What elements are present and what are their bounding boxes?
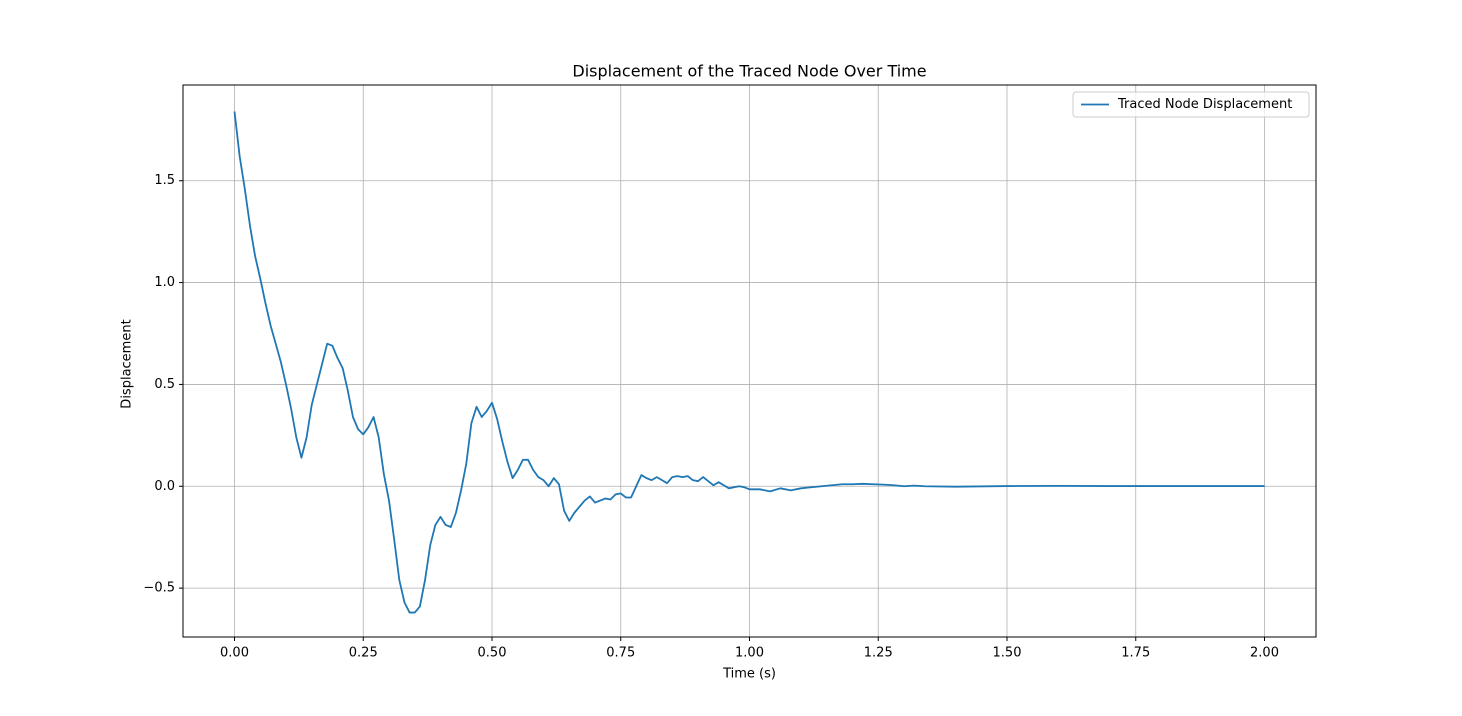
- legend: Traced Node Displacement: [1072, 91, 1310, 118]
- x-tick-label: 1.00: [735, 646, 764, 661]
- x-tick-label: 0.00: [220, 646, 249, 661]
- y-tick-label: 0.5: [154, 377, 175, 392]
- y-axis-label: Displacement: [120, 319, 135, 408]
- chart-title: Displacement of the Traced Node Over Tim…: [572, 62, 926, 81]
- x-tick-label: 0.75: [606, 646, 635, 661]
- data-line: [233, 111, 1265, 614]
- x-tick-label: 1.75: [1121, 646, 1150, 661]
- axes-frame: [182, 84, 1317, 638]
- x-axis-label: Time (s): [722, 667, 776, 682]
- legend-box: [1072, 91, 1310, 118]
- x-tick-label: 1.50: [993, 646, 1022, 661]
- y-tick-label: 0.0: [154, 479, 175, 494]
- x-tick-label: 1.25: [864, 646, 893, 661]
- y-tick-label: −0.5: [143, 581, 175, 596]
- x-tick-label: 2.00: [1250, 646, 1279, 661]
- x-tick-label: 0.50: [478, 646, 507, 661]
- y-tick-label: 1.5: [154, 173, 175, 188]
- x-tick-label: 0.25: [349, 646, 378, 661]
- legend-label: Traced Node Displacement: [1117, 97, 1292, 112]
- y-tick-label: 1.0: [154, 275, 175, 290]
